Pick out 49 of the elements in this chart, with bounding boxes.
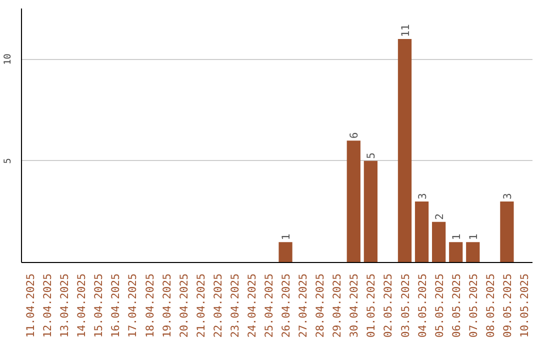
x-tick-label: 13.04.2025 <box>58 274 72 338</box>
x-tick-label: 10.05.2025 <box>518 274 531 338</box>
x-tick-label: 17.04.2025 <box>126 274 140 338</box>
x-tick-label: 29.04.2025 <box>330 274 344 338</box>
x-tick-label: 01.05.2025 <box>364 274 378 338</box>
x-tick-label: 03.05.2025 <box>398 274 412 338</box>
bar <box>466 242 480 262</box>
x-tick-label: 28.04.2025 <box>314 274 327 338</box>
x-tick-label: 08.05.2025 <box>484 274 497 338</box>
bar <box>449 242 463 262</box>
x-tick-label: 30.04.2025 <box>348 274 361 338</box>
data-label: 1 <box>450 234 463 240</box>
bar <box>414 202 429 262</box>
x-tick-label: 24.04.2025 <box>245 274 258 338</box>
bar <box>346 140 360 262</box>
x-tick-label: 12.04.2025 <box>41 274 54 338</box>
x-tick-label: 22.04.2025 <box>211 274 224 338</box>
data-label: 3 <box>500 193 514 200</box>
bar <box>278 242 292 262</box>
x-tick-label: 16.04.2025 <box>109 274 122 338</box>
bar <box>364 160 378 262</box>
x-tick-label: 25.04.2025 <box>262 274 276 338</box>
x-tick-label: 19.04.2025 <box>160 274 174 338</box>
data-label: 6 <box>348 132 361 139</box>
data-label: 3 <box>416 193 429 200</box>
x-tick-label: 26.04.2025 <box>280 274 293 338</box>
bar <box>432 222 446 262</box>
x-tick-label: 04.05.2025 <box>416 274 429 338</box>
data-label: 11 <box>398 24 412 37</box>
x-tick-label: 23.04.2025 <box>228 274 242 338</box>
x-tick-label: 06.05.2025 <box>450 274 463 338</box>
x-tick-label: 11.04.2025 <box>24 274 38 338</box>
x-tick-label: 05.05.2025 <box>432 274 446 338</box>
data-label: 1 <box>466 234 480 240</box>
x-tick-label: 15.04.2025 <box>92 274 106 338</box>
x-tick-label: 07.05.2025 <box>466 274 480 338</box>
data-label: 2 <box>432 213 446 220</box>
bar <box>398 38 412 262</box>
x-tick-label: 14.04.2025 <box>75 274 88 338</box>
bar <box>500 202 514 262</box>
x-tick-label: 27.04.2025 <box>296 274 310 338</box>
x-tick-label: 18.04.2025 <box>143 274 156 338</box>
x-tick-label: 20.04.2025 <box>177 274 190 338</box>
x-tick-label: 09.05.2025 <box>500 274 514 338</box>
y-tick-label: 10 <box>2 53 14 65</box>
data-label: 5 <box>364 152 378 159</box>
x-tick-label: 02.05.2025 <box>382 274 395 338</box>
x-tick-label: 21.04.2025 <box>194 274 208 338</box>
data-label: 1 <box>280 234 293 240</box>
